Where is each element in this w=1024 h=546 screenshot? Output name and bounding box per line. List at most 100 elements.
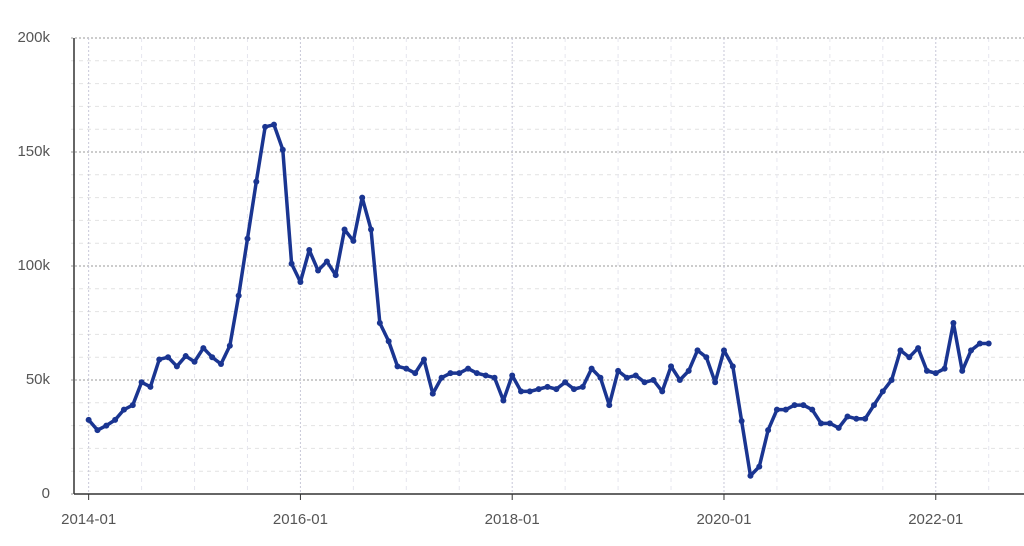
point [544, 383, 551, 390]
point [765, 427, 772, 434]
point [615, 367, 622, 374]
point [332, 272, 339, 279]
point [429, 390, 436, 397]
point [623, 374, 630, 381]
point [456, 370, 463, 377]
point [826, 420, 833, 427]
point [262, 123, 269, 130]
point [359, 194, 366, 201]
point [570, 386, 577, 393]
point [85, 416, 92, 423]
point [394, 363, 401, 370]
point [553, 386, 560, 393]
point [438, 374, 445, 381]
point [844, 413, 851, 420]
y-tick-label: 100k [17, 257, 50, 274]
point [253, 178, 260, 185]
point [341, 226, 348, 233]
point [853, 415, 860, 422]
point [720, 347, 727, 354]
point [676, 377, 683, 383]
point [376, 320, 383, 326]
point [694, 347, 701, 354]
point [226, 342, 233, 349]
point [791, 402, 798, 409]
point [447, 370, 454, 377]
point [870, 402, 877, 409]
point [809, 406, 816, 413]
point [120, 406, 127, 413]
point [685, 367, 692, 374]
point [473, 370, 480, 377]
point [129, 402, 136, 409]
point [235, 292, 242, 299]
point [597, 374, 604, 381]
y-tick-label: 200k [17, 29, 50, 46]
point [112, 416, 119, 423]
point [773, 406, 780, 413]
point [959, 367, 966, 374]
x-tick-label: 2020-01 [696, 511, 751, 528]
point [315, 267, 322, 274]
point [191, 358, 198, 365]
point [509, 372, 516, 379]
point [165, 354, 172, 361]
x-tick-label: 2018-01 [485, 511, 540, 528]
point [465, 365, 472, 372]
point [288, 260, 295, 267]
point [535, 386, 542, 393]
point [782, 406, 789, 413]
point [562, 379, 569, 386]
point [738, 418, 745, 425]
point [323, 258, 330, 265]
point [103, 422, 110, 429]
point [897, 347, 904, 354]
point [835, 424, 842, 431]
point [641, 379, 648, 386]
point [138, 379, 145, 386]
point [985, 340, 992, 347]
point [888, 377, 895, 383]
x-tick-label: 2014-01 [61, 511, 116, 528]
point [968, 347, 975, 354]
point [156, 356, 163, 363]
point [650, 377, 657, 383]
point [800, 402, 807, 409]
point [200, 345, 207, 352]
y-tick-label: 150k [17, 143, 50, 160]
point [279, 146, 286, 153]
point [526, 388, 533, 395]
point [94, 427, 101, 434]
point [588, 365, 595, 372]
point [915, 345, 922, 352]
point [244, 235, 251, 242]
point [606, 402, 613, 409]
point [385, 338, 392, 345]
point [923, 367, 930, 374]
y-tick-label: 0 [42, 485, 50, 502]
point [412, 370, 419, 377]
point [862, 415, 869, 422]
point [491, 374, 498, 381]
line [87, 122, 989, 478]
point [182, 353, 189, 360]
point [879, 388, 886, 395]
point [500, 397, 507, 404]
point [756, 463, 763, 470]
point [703, 354, 710, 361]
point [173, 363, 180, 370]
point [729, 363, 736, 370]
point [818, 420, 825, 427]
point [403, 365, 410, 372]
point [368, 226, 375, 233]
point [482, 372, 489, 379]
point [632, 372, 639, 379]
x-tick-label: 2022-01 [908, 511, 963, 528]
point [659, 388, 666, 395]
point [906, 354, 913, 361]
y-tick-label: 50k [26, 371, 51, 388]
point [712, 379, 719, 386]
point [941, 365, 948, 372]
point [518, 388, 525, 395]
